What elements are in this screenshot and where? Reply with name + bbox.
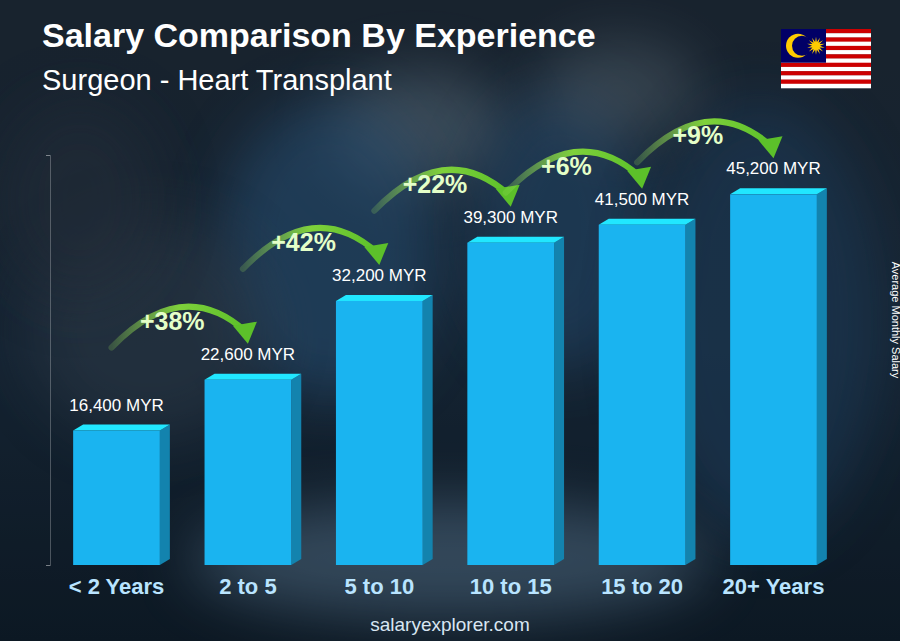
- flag-canton: [781, 29, 826, 63]
- bar-top: [205, 374, 302, 380]
- x-tick: 5 to 10: [344, 570, 414, 599]
- background-fill: [0, 0, 900, 641]
- annotation: +22%: [403, 170, 468, 198]
- data-label: 41,500 MYR: [595, 190, 690, 209]
- y-axis: [46, 156, 51, 566]
- growth-arrow-head: [233, 322, 257, 344]
- y-tick-mark: [46, 565, 50, 566]
- bar: [336, 301, 423, 565]
- growth-arrow-head: [364, 243, 388, 265]
- y-tick-mark: [46, 155, 50, 156]
- growth-arrow-head: [758, 136, 782, 158]
- x-axis-line: [61, 570, 831, 571]
- bar-top: [73, 425, 170, 431]
- x-tick-label: < 2 Years: [69, 574, 165, 599]
- growth-arrow: [112, 307, 246, 348]
- title: Salary Comparison By Experience: [42, 16, 596, 54]
- bar-side: [554, 237, 564, 565]
- bar-side: [160, 425, 170, 565]
- subtitle: Surgeon - Heart Transplant: [42, 64, 392, 96]
- bar-top: [336, 295, 433, 301]
- background: [0, 0, 900, 641]
- growth-arrow: [374, 170, 508, 211]
- bar: [73, 431, 160, 565]
- data-label: 32,200 MYR: [332, 266, 427, 285]
- annotation: +9%: [672, 121, 723, 149]
- growth-arrow-head: [627, 167, 651, 189]
- x-tick: < 2 Years: [69, 570, 165, 599]
- y-axis-title: Average Monthly Salary: [890, 262, 900, 379]
- y-axis-line: [46, 156, 51, 566]
- bars: [73, 188, 827, 565]
- flag-crescent-cut: [792, 36, 812, 56]
- annotation: +38%: [140, 307, 205, 335]
- data-label: 39,300 MYR: [463, 208, 558, 227]
- annotation: +6%: [541, 152, 592, 180]
- flag-star: [807, 37, 825, 55]
- y-tick: [46, 565, 50, 566]
- bar: [205, 380, 292, 565]
- flag-stripe: [781, 63, 871, 68]
- bar: [730, 194, 817, 565]
- x-axis: < 2 Years 2 to 5 5 to 10 10 to 15 15 to 20 20…: [61, 570, 831, 599]
- data-label: 45,200 MYR: [726, 159, 821, 178]
- x-tick-label: 5 to 10: [344, 574, 414, 599]
- x-tick-label: 15 to 20: [601, 574, 683, 599]
- flag-stripe: [781, 75, 871, 80]
- x-tick: 15 to 20: [601, 570, 683, 599]
- bar-top: [730, 188, 827, 194]
- flag: [781, 29, 871, 88]
- bar-top: [467, 237, 564, 243]
- y-tick: [46, 155, 50, 156]
- growth-arrow: [506, 152, 640, 193]
- data-label: 16,400 MYR: [69, 396, 164, 415]
- flag-stripe: [781, 67, 871, 72]
- growth-arrow: [637, 121, 771, 162]
- x-tick-label: 20+ Years: [723, 574, 825, 599]
- x-tick: 2 to 5: [219, 570, 276, 599]
- bar-side: [685, 219, 695, 565]
- bar: [467, 243, 554, 565]
- x-tick-label: 10 to 15: [470, 574, 552, 599]
- data-label: 22,600 MYR: [201, 345, 296, 364]
- bar-top: [599, 219, 696, 225]
- bar: [599, 225, 686, 565]
- bar-side: [423, 295, 433, 565]
- x-tick: 20+ Years: [723, 570, 825, 599]
- growth-arrow: [243, 228, 377, 269]
- x-tick: 10 to 15: [470, 570, 552, 599]
- bar-side: [817, 188, 827, 565]
- flag-stripe: [781, 71, 871, 76]
- x-tick-label: 2 to 5: [219, 574, 276, 599]
- annotation: +42%: [271, 228, 336, 256]
- footer: salaryexplorer.com: [370, 614, 529, 635]
- bar-side: [291, 374, 301, 565]
- background-shade: [0, 0, 900, 641]
- flag-stripe: [781, 84, 871, 89]
- flag-stripe: [781, 80, 871, 85]
